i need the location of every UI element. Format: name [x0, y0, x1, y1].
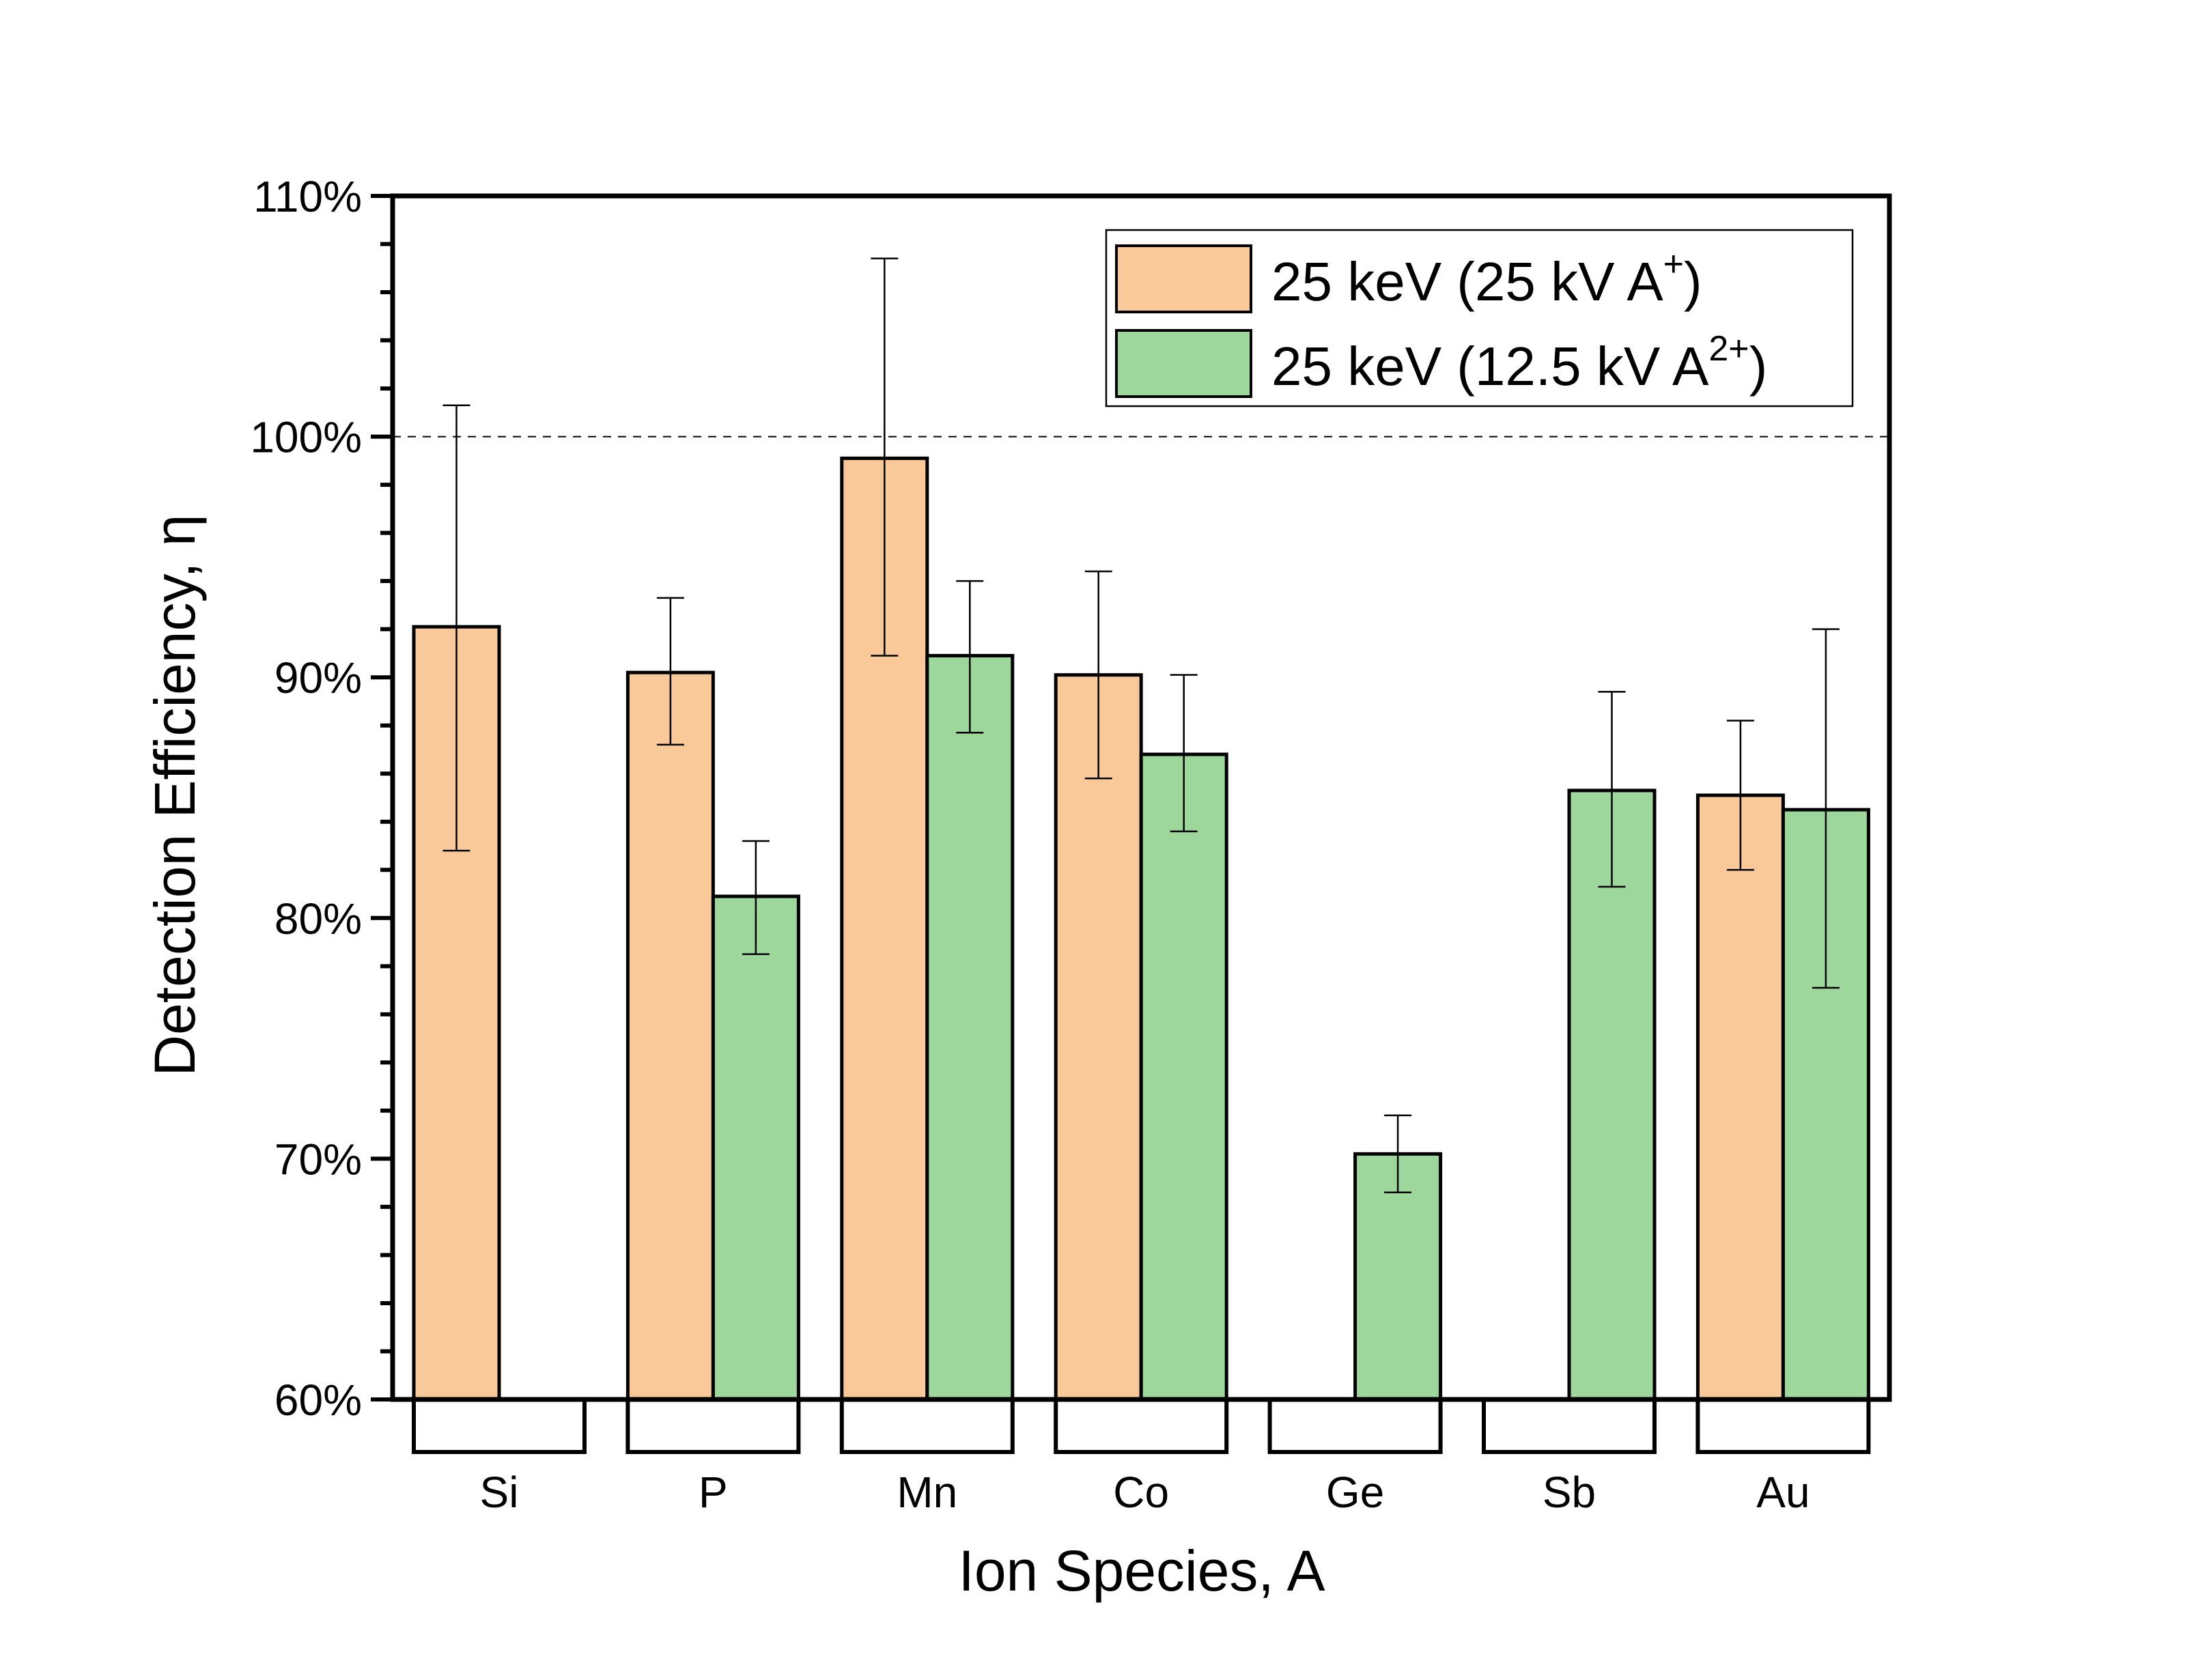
y-tick-label: 60% — [274, 1376, 362, 1425]
bar-co-series-2 — [1139, 752, 1228, 1401]
x-tick-label: Ge — [1326, 1468, 1384, 1517]
bars-layer — [412, 456, 1870, 1401]
legend-swatch-series-1 — [1115, 244, 1252, 313]
y-tick-label: 80% — [274, 894, 362, 943]
bar-sb-series-2 — [1567, 788, 1657, 1401]
y-tick-label: 110% — [253, 172, 362, 221]
legend-label-series-1: 25 keV (25 kV A+) — [1271, 244, 1702, 312]
bar-co-series-1 — [1054, 673, 1143, 1401]
legend-swatch-series-2 — [1115, 329, 1252, 398]
y-tick-label: 90% — [274, 653, 362, 702]
x-tick-label: Si — [480, 1468, 519, 1517]
bar-p-series-1 — [625, 670, 715, 1401]
y-tick-label: 100% — [250, 413, 362, 462]
y-axis-label: Detection Efficiency, η — [143, 514, 207, 1076]
y-axis: 60% 70% 80% 90% 100% 110% — [250, 172, 393, 1425]
category-bracket — [625, 1399, 801, 1454]
x-tick-label: Au — [1756, 1468, 1810, 1517]
plot-frame — [390, 193, 1892, 1402]
error-bars-layer — [442, 257, 1840, 1194]
category-bracket — [1054, 1399, 1229, 1454]
bar-mn-series-2 — [925, 653, 1015, 1401]
x-tick-label: Sb — [1543, 1468, 1596, 1517]
x-axis: Si P Mn Co Ge Sb Au — [412, 1399, 1871, 1517]
x-tick-label: Co — [1113, 1468, 1169, 1517]
category-bracket — [412, 1399, 587, 1454]
category-bracket — [1267, 1399, 1443, 1454]
legend-label-series-2: 25 keV (12.5 kV A2+) — [1271, 329, 1767, 397]
bar-au-series-1 — [1695, 793, 1785, 1401]
x-tick-label: P — [699, 1468, 728, 1517]
category-bracket — [1695, 1399, 1871, 1454]
bar-p-series-2 — [711, 894, 800, 1401]
legend: 25 keV (25 kV A+) 25 keV (12.5 kV A2+) — [1105, 229, 1854, 408]
x-tick-label: Mn — [897, 1468, 957, 1517]
category-bracket — [1482, 1399, 1657, 1454]
category-bracket — [839, 1399, 1015, 1454]
y-tick-label: 70% — [274, 1135, 362, 1184]
x-axis-label: Ion Species, A — [958, 1539, 1325, 1603]
